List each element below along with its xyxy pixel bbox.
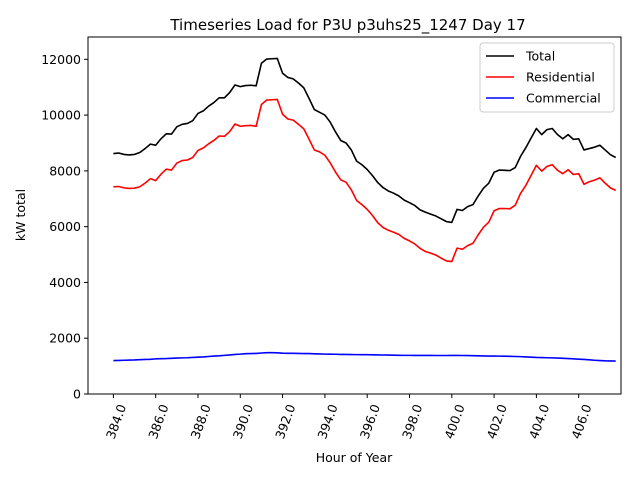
y-tick-label: 0: [73, 387, 81, 402]
plot-frame: [87, 36, 622, 395]
series-line-residential: [113, 98, 617, 263]
y-tick-label: 4000: [49, 275, 81, 290]
series-line-total: [113, 57, 617, 224]
x-tick-label: 392.0: [272, 402, 298, 441]
x-axis-label: Hour of Year: [316, 450, 393, 465]
x-tick-label: 386.0: [145, 402, 171, 441]
series-line-commercial: [113, 351, 616, 362]
y-tick-label: 8000: [49, 163, 81, 178]
x-tick-label: 390.0: [230, 402, 256, 441]
x-tick-label: 398.0: [399, 402, 425, 441]
legend-label-residential: Residential: [526, 70, 595, 85]
legend-box: [479, 42, 615, 113]
legend: Total Residential Commercial: [479, 42, 615, 113]
x-axis-ticks: 384.0 386.0 388.0 390.0 392.0 394.0 396.0 398.0…: [103, 394, 595, 441]
y-axis-ticks: 0 2000 4000 6000 8000 10000 12000: [41, 52, 88, 402]
y-tick-label: 2000: [49, 331, 81, 346]
x-tick-label: 406.0: [568, 402, 594, 441]
x-tick-label: 384.0: [103, 402, 129, 441]
legend-label-commercial: Commercial: [526, 91, 601, 106]
y-tick-label: 6000: [49, 219, 81, 234]
x-tick-label: 404.0: [526, 402, 552, 441]
y-tick-label: 10000: [41, 108, 81, 123]
x-tick-label: 394.0: [314, 402, 340, 441]
chart-title: Timeseries Load for P3U p3uhs25_1247 Day…: [169, 16, 525, 35]
y-axis-label: kW total: [13, 189, 28, 241]
legend-label-total: Total: [525, 49, 555, 64]
x-tick-label: 400.0: [441, 402, 467, 441]
x-tick-label: 402.0: [484, 402, 510, 441]
plot-lines: [113, 57, 617, 362]
x-tick-label: 396.0: [357, 402, 383, 441]
x-tick-label: 388.0: [187, 402, 213, 441]
y-tick-label: 12000: [41, 52, 81, 67]
